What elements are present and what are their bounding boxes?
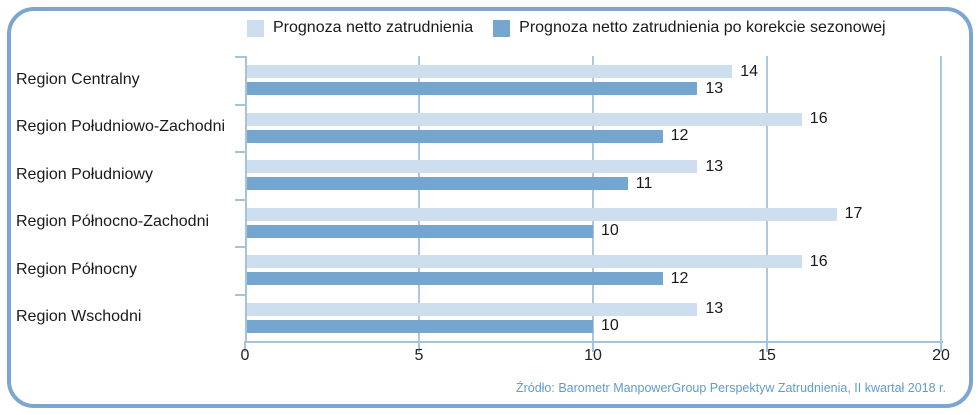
value-label: 10 <box>601 317 619 334</box>
category-labels: Region Centralny Region Południowo-Zachod… <box>16 56 240 341</box>
category-label: Region Wschodni <box>16 308 142 326</box>
category-band: 14 13 <box>245 56 941 104</box>
category-label: Region Północno-Zachodni <box>16 213 210 231</box>
category-label: Region Południowo-Zachodni <box>16 118 226 136</box>
bar-row: 17 <box>245 205 941 222</box>
y-axis-tick <box>235 151 245 153</box>
category-band: 13 11 <box>245 151 941 199</box>
bar-seasonal <box>245 82 698 95</box>
legend-swatch-seasonal <box>493 19 511 37</box>
y-axis-line <box>245 56 247 341</box>
x-axis-tick-label: 15 <box>758 347 776 364</box>
category-band: 16 12 <box>245 104 941 152</box>
legend: Prognoza netto zatrudnienia Prognoza net… <box>247 19 886 37</box>
bar-row: 13 <box>245 300 941 317</box>
legend-label-forecast: Prognoza netto zatrudnienia <box>273 19 474 36</box>
y-axis-tick <box>235 246 245 248</box>
bar-row: 16 <box>245 252 941 270</box>
bar-seasonal <box>245 319 593 333</box>
bar-forecast <box>245 160 698 173</box>
value-label: 12 <box>670 127 689 144</box>
value-label: 16 <box>809 110 828 127</box>
bar-forecast <box>245 65 733 78</box>
x-axis-line <box>245 341 943 343</box>
value-label: 17 <box>844 205 863 222</box>
bar-forecast <box>245 302 698 316</box>
gridline <box>418 56 420 341</box>
category-label: Region Południowy <box>16 165 153 183</box>
bar-forecast <box>245 207 837 221</box>
source-text: Źródło: Barometr ManpowerGroup Perspekty… <box>515 381 946 395</box>
x-axis-tick <box>766 341 768 352</box>
bar-row: 14 <box>245 62 941 80</box>
bar-row: 11 <box>245 174 941 192</box>
bar-row: 12 <box>245 269 941 287</box>
plot-area: 14 13 16 12 13 11 17 10 16 12 13 10 <box>235 56 942 352</box>
x-axis-tick <box>592 341 594 352</box>
y-axis-tick <box>235 293 245 296</box>
value-label: 11 <box>635 174 653 192</box>
legend-swatch-forecast <box>247 19 264 37</box>
bar-row: 13 <box>245 79 941 97</box>
bar-row: 10 <box>245 222 941 239</box>
bar-row: 10 <box>245 317 941 334</box>
x-axis-tick <box>418 341 420 352</box>
category-label: Region Centralny <box>16 70 140 88</box>
value-label: 16 <box>809 252 828 270</box>
x-axis-tick-label: 5 <box>414 347 424 364</box>
gridline <box>766 56 768 341</box>
bar-row: 13 <box>245 157 941 175</box>
bar-forecast <box>245 112 802 126</box>
y-axis-tick <box>235 103 245 106</box>
category-band: 17 10 <box>245 199 941 247</box>
gridline <box>940 56 942 341</box>
x-axis-tick-label: 20 <box>932 347 950 364</box>
x-axis-labels: 0 5 10 15 20 <box>241 347 950 368</box>
bar-seasonal <box>245 224 593 238</box>
x-axis-tick-label: 0 <box>240 347 250 364</box>
bar-forecast <box>245 255 802 268</box>
value-label: 13 <box>705 79 724 97</box>
category-label: Region Północny <box>16 260 137 278</box>
gridline <box>592 56 594 341</box>
value-label: 12 <box>670 269 689 287</box>
bar-row: 16 <box>245 110 941 127</box>
bar-seasonal <box>245 177 628 190</box>
category-band: 16 12 <box>245 246 941 294</box>
y-axis-tick <box>235 56 245 58</box>
y-axis-tick <box>235 198 245 201</box>
legend-item-seasonal: Prognoza netto zatrudnienia po korekcie … <box>493 19 886 37</box>
category-band: 13 10 <box>245 294 941 342</box>
bar-row: 12 <box>245 127 941 144</box>
bar-seasonal <box>245 129 663 143</box>
x-axis-tick <box>940 341 942 352</box>
legend-label-seasonal: Prognoza netto zatrudnienia po korekcie … <box>519 19 886 36</box>
value-label: 14 <box>740 62 758 80</box>
value-label: 10 <box>601 222 619 239</box>
value-label: 13 <box>705 300 724 317</box>
bar-seasonal <box>245 272 663 285</box>
x-axis-tick <box>244 341 246 352</box>
value-label: 13 <box>705 157 724 175</box>
legend-item-forecast: Prognoza netto zatrudnienia <box>247 19 473 37</box>
x-axis-tick-label: 10 <box>584 347 602 364</box>
